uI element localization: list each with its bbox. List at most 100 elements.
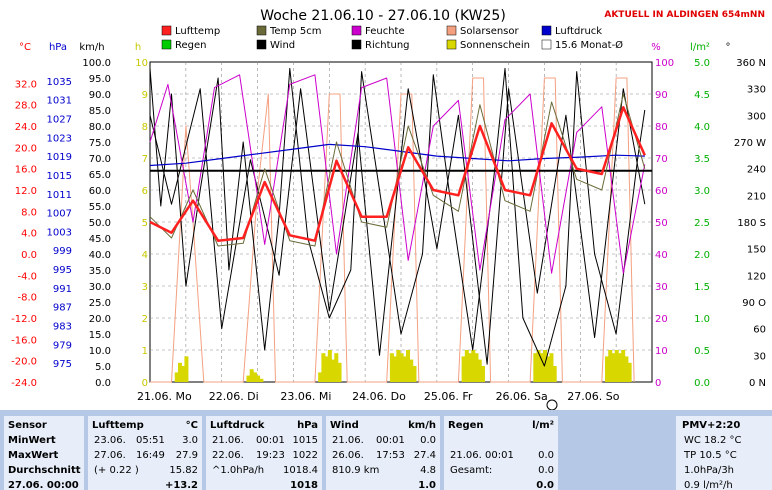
lufttemp-unit: °C (185, 420, 198, 431)
legend-swatch (161, 25, 172, 36)
sunshine-bar (393, 356, 398, 382)
panel-luftdruck: Luftdruck hPa 21.06. 00:01 1015 22.06. 19:23… (206, 416, 322, 490)
sunshine-bar (324, 356, 329, 382)
tick-kmh: 60.0 (89, 186, 111, 197)
tick-hours: 8 (142, 122, 148, 133)
tick-rain: 4.0 (694, 122, 710, 133)
tick-rain: 1.5 (694, 282, 710, 293)
luftdruck-last-val: 1018 (290, 480, 318, 490)
series-wind (149, 67, 646, 367)
legend-swatch (541, 39, 552, 50)
legend-label: Solarsensor (460, 26, 520, 37)
sunshine-bar (536, 350, 541, 382)
lufttemp-avg-val: 15.82 (169, 465, 198, 476)
tick-hpa: 991 (53, 284, 72, 295)
axis-header-direction: ° (726, 42, 731, 53)
panel-regen: Regen l/m² 21.06. 00:01 0.0 Gesamt: 0.0 0.0 (444, 416, 558, 490)
legend-swatch (161, 39, 172, 50)
sunshine-bar (184, 356, 189, 382)
x-label: 22.06. Di (209, 390, 259, 403)
tick-kmh: 15.0 (89, 330, 111, 341)
sunshine-bar (539, 353, 544, 382)
tick-direction: 360 N (736, 58, 766, 69)
label-last: 27.06. 00:00 (8, 480, 79, 490)
legend-label: Sonnenschein (460, 40, 530, 51)
sunshine-bar (477, 359, 482, 382)
tick-hours: 4 (142, 250, 148, 261)
tick-kmh: 45.0 (89, 234, 111, 245)
sunshine-bar (337, 362, 342, 382)
tick-kmh: 75.0 (89, 138, 111, 149)
tick-direction: 0 N (749, 378, 766, 389)
tick-percent: 100 (655, 58, 674, 69)
legend-label: Regen (175, 40, 207, 51)
panel-wind: Wind km/h 21.06. 00:01 0.0 26.06. 17:53 27.4 … (326, 416, 440, 490)
tick-kmh: 65.0 (89, 170, 111, 181)
sunshine-bar (412, 366, 417, 382)
tick-percent: 70 (655, 154, 668, 165)
panel-labels: Sensor MinWert MaxWert Durchschnitt 27.0… (4, 416, 84, 490)
sunshine-bar (246, 375, 251, 382)
tick-hpa: 1003 (47, 227, 72, 238)
tick-kmh: 70.0 (89, 154, 111, 165)
tick-percent: 40 (655, 250, 668, 261)
sunshine-bar (471, 350, 476, 382)
axis-header-hours: h (135, 42, 141, 53)
scroll-handle-icon[interactable] (546, 399, 558, 410)
tick-percent: 0 (655, 378, 661, 389)
tick-celsius: 24.0 (15, 122, 37, 133)
tick-kmh: 35.0 (89, 266, 111, 277)
wind-unit: km/h (408, 420, 436, 431)
lufttemp-min-date: 23.06. (94, 435, 126, 446)
tick-hours: 2 (142, 314, 148, 325)
tick-percent: 10 (655, 346, 668, 357)
tick-direction: 150 (747, 245, 766, 256)
sunshine-bar (546, 356, 551, 382)
wind-max-time: 17:53 (376, 450, 405, 461)
regen-total-label: Gesamt: (450, 465, 493, 476)
sunshine-bar (334, 353, 339, 382)
series-solarsensor (150, 77, 635, 383)
luftdruck-unit: hPa (297, 420, 318, 431)
sunshine-bar (464, 350, 469, 382)
tick-kmh: 90.0 (89, 90, 111, 101)
luftdruck-max-val: 1022 (292, 450, 318, 461)
sunshine-bar (552, 366, 557, 382)
tick-celsius: 28.0 (15, 101, 37, 112)
panel-pmv: PMV+2:20 WC 18.2 °C TP 10.5 °C 1.0hPa/3h… (676, 416, 772, 490)
lufttemp-min-time: 05:51 (136, 435, 165, 446)
wind-title: Wind (330, 420, 359, 431)
luftdruck-title: Luftdruck (210, 420, 265, 431)
sunshine-bar (259, 378, 264, 382)
legend-swatch (541, 25, 552, 36)
tick-kmh: 85.0 (89, 106, 111, 117)
tick-hpa: 1035 (47, 77, 72, 88)
sunshine-bar (331, 359, 336, 382)
lufttemp-trend: (+ 0.22 ) (94, 465, 139, 476)
legend-label: Luftdruck (555, 26, 602, 37)
series-lines (149, 67, 652, 383)
series-feuchte (149, 74, 646, 274)
pmv-line-1: WC 18.2 °C (684, 435, 742, 446)
lufttemp-max-val: 27.9 (175, 450, 198, 461)
tick-direction: 210 (747, 191, 766, 202)
sunshine-bar (624, 356, 629, 382)
tick-percent: 90 (655, 90, 668, 101)
tick-rain: 1.0 (694, 314, 710, 325)
x-label: 27.06. So (567, 390, 619, 403)
tick-hpa: 999 (53, 246, 72, 257)
tick-celsius: -8.0 (17, 293, 37, 304)
sunshine-bars (174, 350, 632, 382)
sunshine-bar (468, 353, 473, 382)
legend-label: Richtung (365, 40, 410, 51)
tick-celsius: -12.0 (11, 314, 37, 325)
legend-label: 15.6 Monat-Ø (555, 39, 623, 51)
regen-last-val: 0.0 (536, 480, 554, 490)
sunshine-bar (399, 353, 404, 382)
sunshine-bar (614, 350, 619, 382)
wind-last-val: 1.0 (418, 480, 436, 490)
tick-rain: 3.5 (694, 154, 710, 165)
lufttemp-max-time: 16:49 (136, 450, 165, 461)
x-label: 26.06. Sa (496, 390, 548, 403)
tick-kmh: 40.0 (89, 250, 111, 261)
